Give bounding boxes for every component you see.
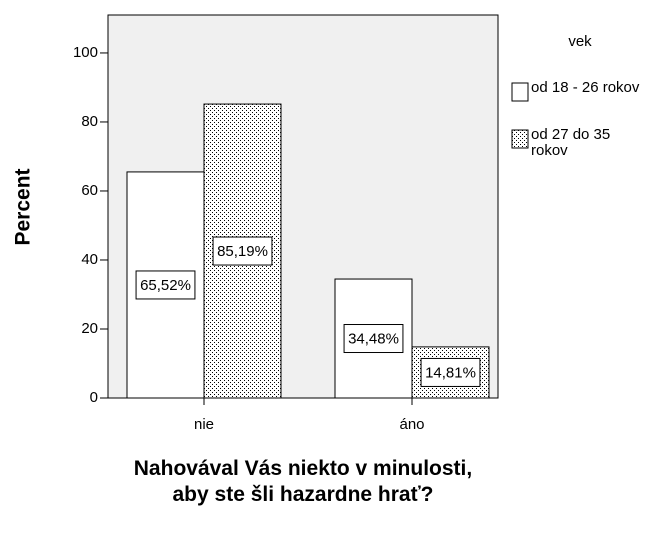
x-tick-label: áno [399,416,424,433]
value-label: 14,81% [425,364,476,381]
legend-label: od 18 - 26 rokov [531,79,640,96]
y-tick-label: 40 [81,251,98,268]
y-tick-label: 60 [81,182,98,199]
value-label-box [420,357,481,387]
value-label: 85,19% [217,243,268,260]
x-axis-title: Nahovával Vás niekto v minulosti, aby st… [133,457,473,506]
value-label-box [212,236,273,266]
legend-swatch [511,82,529,102]
y-tick-label: 80 [81,113,98,130]
x-tick-label: nie [194,416,214,433]
y-tick-label: 0 [90,389,98,406]
y-tick-label: 100 [73,44,98,61]
y-axis-title: Percent [12,168,35,245]
legend-label: od 27 do 35 rokov [531,126,611,159]
value-label-box [343,324,404,354]
legend-swatch [511,129,529,149]
value-label: 34,48% [348,330,399,347]
value-label-box [135,270,196,300]
legend-title: vek [568,33,592,50]
y-tick-label: 20 [81,320,98,337]
value-label: 65,52% [140,277,191,294]
